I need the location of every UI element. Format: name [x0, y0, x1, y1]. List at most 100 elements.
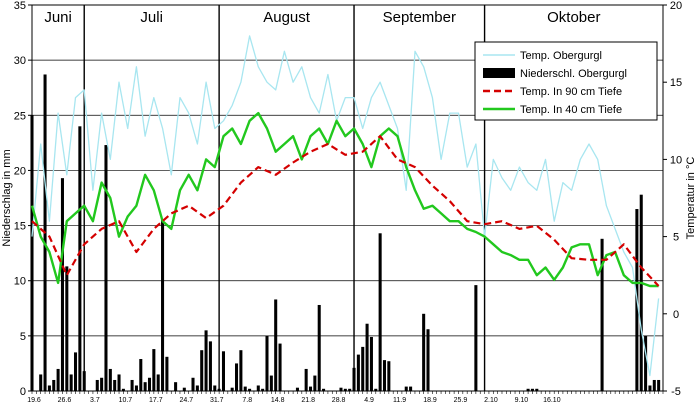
series-temp-obergurgl	[31, 35, 660, 377]
precip-bar	[526, 388, 530, 391]
precip-bar	[474, 285, 478, 391]
precip-bar	[130, 379, 134, 391]
precip-bar	[78, 126, 82, 392]
precip-bar	[117, 374, 121, 391]
precip-bar	[165, 356, 169, 391]
precip-bar	[387, 361, 391, 391]
ytick-left-label: 20	[14, 165, 26, 177]
ytick-left-label: 5	[20, 331, 26, 343]
precip-bar	[313, 375, 317, 391]
ytick-right-label: 5	[673, 232, 679, 244]
precip-bar	[161, 220, 165, 391]
precip-bar	[339, 387, 343, 391]
month-label-juli: Juli	[140, 9, 163, 26]
precip-bar	[422, 313, 426, 391]
precip-bar	[30, 115, 34, 392]
legend-label: Temp. Obergurgl	[520, 50, 602, 62]
month-labels: Juni Juli August September Oktober	[44, 9, 600, 26]
precip-bar	[204, 330, 208, 391]
xtick-label: 3.7	[90, 397, 100, 404]
precip-bar	[256, 385, 260, 391]
xtick-label: 9.10	[515, 397, 529, 404]
month-label-august: August	[263, 9, 311, 26]
precip-bar	[95, 379, 99, 391]
precip-bar	[134, 385, 138, 391]
legend-label: Temp. In 90 cm Tiefe	[520, 86, 622, 98]
legend-label: Temp. In 40 cm Tiefe	[520, 104, 622, 116]
precip-bar	[174, 382, 178, 391]
precip-bar	[652, 379, 656, 391]
xtick-label: 16.10	[543, 397, 561, 404]
precip-bar	[374, 388, 378, 391]
precip-bar	[261, 388, 265, 391]
ytick-left-label: 0	[20, 386, 26, 398]
xtick-label: 25.9	[454, 397, 468, 404]
legend-swatch-bar	[483, 68, 515, 78]
precip-bar	[113, 379, 117, 391]
xtick-label: 28.8	[332, 397, 346, 404]
precip-bar	[52, 379, 56, 391]
ytick-left-label: 25	[14, 110, 26, 122]
month-label-september: September	[383, 9, 456, 26]
precip-bar	[39, 374, 43, 391]
precip-bar	[404, 386, 408, 391]
precip-bar	[235, 363, 239, 391]
precip-bar	[248, 388, 252, 391]
precip-bar	[361, 346, 365, 391]
xtick-label: 31.7	[210, 397, 224, 404]
ytick-right-label: -5	[671, 386, 681, 398]
precip-bar	[317, 304, 321, 391]
xtick-label: 11.9	[393, 397, 406, 404]
xtick-label: 10.7	[119, 397, 133, 404]
xtick-label: 21.8	[301, 397, 315, 404]
precip-bar	[657, 379, 661, 391]
precip-bar	[278, 343, 282, 391]
xtick-label: 24.7	[179, 397, 193, 404]
xtick-label: 17.7	[149, 397, 163, 404]
xtick-label: 4.9	[364, 397, 374, 404]
xtick-label: 7.8	[242, 397, 252, 404]
ytick-left-label: 30	[14, 55, 26, 67]
ytick-right-label: 10	[670, 154, 682, 166]
precip-bar	[322, 388, 326, 391]
precip-bar	[648, 385, 652, 391]
precip-bar	[221, 351, 225, 391]
month-label-juni: Juni	[44, 9, 72, 26]
precip-bar	[295, 387, 299, 391]
legend-box	[474, 41, 658, 121]
precip-bar	[343, 388, 347, 391]
precip-bar	[535, 388, 539, 391]
legend-label: Niederschl. Obergurgl	[520, 68, 627, 80]
precip-bar	[208, 341, 212, 391]
precip-bar	[426, 329, 430, 391]
precip-bar	[356, 354, 360, 391]
precip-bar	[230, 387, 234, 391]
xtick-label: 14.8	[271, 397, 285, 404]
y-axis-left-label: Niederschlag in mm	[1, 149, 13, 246]
legend: Temp. Obergurgl Niederschl. Obergurgl Temp…	[474, 41, 658, 121]
precip-bar	[65, 266, 69, 391]
xtick-label: 18.9	[423, 397, 437, 404]
precip-bar	[530, 388, 534, 391]
ytick-left-label: 10	[14, 276, 26, 288]
precip-bar	[365, 323, 369, 391]
precip-bar	[409, 386, 413, 391]
precip-bar	[269, 375, 273, 391]
precip-bar	[147, 377, 152, 391]
ytick-right-label: 15	[670, 77, 682, 89]
y-axis-right-label: Temperatur in °C	[685, 157, 697, 240]
precip-bar	[239, 350, 243, 391]
precip-bar	[108, 368, 112, 391]
precip-bar	[69, 374, 73, 391]
precip-bar	[308, 386, 313, 391]
ytick-right-label: 0	[673, 309, 679, 321]
precip-bar	[121, 388, 125, 391]
precip-bar	[348, 388, 352, 391]
precip-bar	[60, 178, 64, 391]
precip-bar	[378, 233, 382, 391]
precip-bar	[100, 377, 104, 391]
precip-bar	[213, 385, 217, 391]
precip-bar	[369, 336, 373, 391]
